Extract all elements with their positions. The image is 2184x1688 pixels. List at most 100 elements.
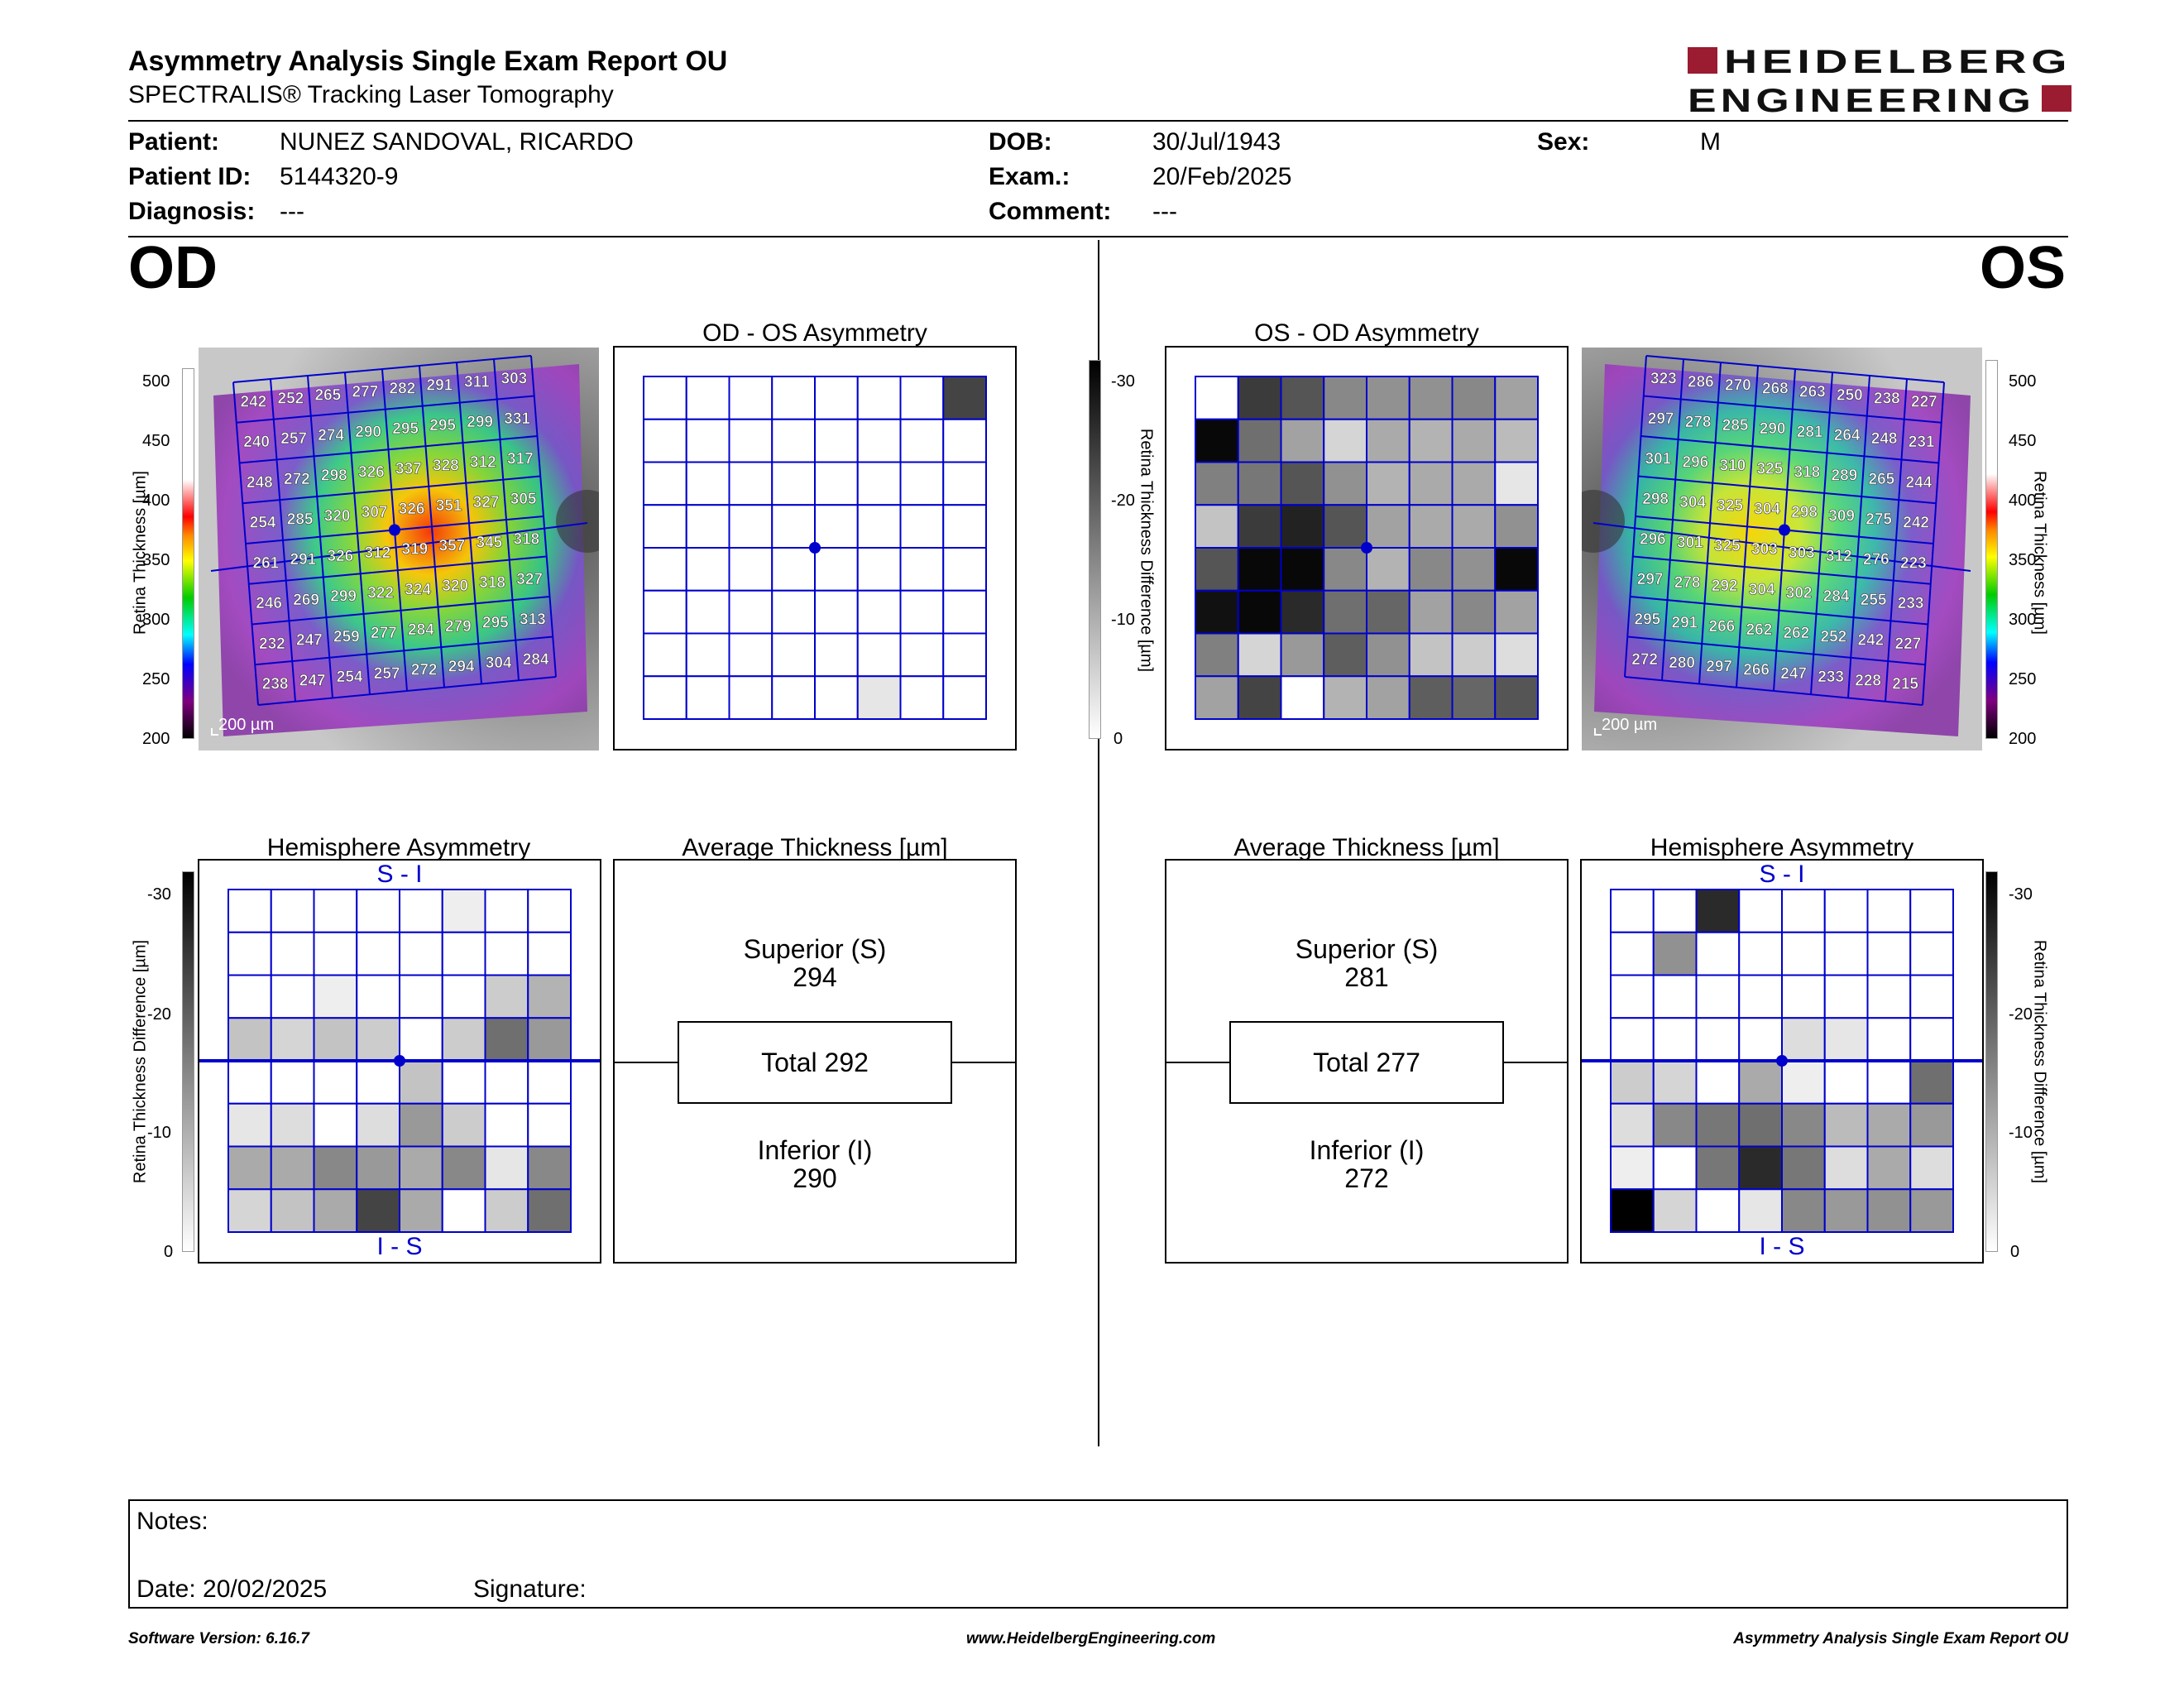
os-map-value: 278 <box>1674 574 1701 592</box>
od-hemi-cell <box>228 1017 272 1062</box>
os-hemi-tick-20: -20 <box>2009 1005 2033 1024</box>
od-map-value: 331 <box>504 410 530 428</box>
os-map-value: 248 <box>1871 430 1898 448</box>
os-map-value: 268 <box>1762 380 1789 397</box>
os-hemi-tick-10: -10 <box>2009 1124 2033 1142</box>
os-map-value: 266 <box>1709 618 1736 635</box>
os-asym-cell <box>1280 589 1325 635</box>
od-asym-cell <box>643 418 687 463</box>
od-asym-cell <box>643 632 687 678</box>
os-map-value: 262 <box>1784 625 1810 642</box>
os-map-value: 266 <box>1743 662 1770 679</box>
od-label: OD <box>128 235 218 301</box>
os-hemi-cell <box>1695 974 1741 1019</box>
os-tick-450: 450 <box>2009 432 2037 450</box>
os-hemi-cell <box>1823 931 1869 976</box>
od-map-value: 326 <box>399 501 425 518</box>
od-hemi-cell <box>441 931 486 976</box>
os-asym-cell <box>1323 589 1367 635</box>
os-map-value: 310 <box>1720 457 1746 474</box>
od-asym-cell <box>685 547 730 592</box>
os-hemi-cell <box>1909 1102 1954 1148</box>
od-hemi-cell <box>270 974 315 1019</box>
od-tick-250: 250 <box>142 670 170 688</box>
os-hemi-cell <box>1781 931 1826 976</box>
footer-report: Asymmetry Analysis Single Exam Report OU <box>1733 1630 2068 1647</box>
os-map-value: 286 <box>1688 373 1714 391</box>
od-map-value: 242 <box>241 393 267 410</box>
od-map-value: 284 <box>408 621 434 639</box>
od-map-value: 312 <box>365 544 391 562</box>
os-asym-cell <box>1195 418 1239 463</box>
os-asym-cell <box>1494 461 1539 506</box>
od-asym-fovea-dot <box>809 542 821 554</box>
od-asym-cell <box>942 504 987 549</box>
notes-box[interactable]: Notes: Date: 20/02/2025 Signature: <box>128 1499 2068 1609</box>
od-hemi-cell <box>527 1145 572 1191</box>
os-thickness-axis-label: Retina Thickness [µm] <box>2030 471 2049 635</box>
od-map-value: 269 <box>293 592 319 609</box>
os-hemi-cell <box>1610 889 1655 933</box>
od-hemi-cell <box>313 1060 358 1105</box>
os-map-value: 227 <box>1911 393 1937 410</box>
od-hemi-cell <box>441 889 486 933</box>
od-hemi-cell <box>527 1060 572 1105</box>
os-asym-cell <box>1195 632 1239 678</box>
od-asym-cell <box>685 418 730 463</box>
od-asym-cell <box>685 589 730 635</box>
os-map-value: 285 <box>1722 417 1749 434</box>
od-asym-cell <box>814 418 859 463</box>
od-asym-cell <box>771 675 816 720</box>
dob-value: 30/Jul/1943 <box>1152 128 1281 156</box>
diagnosis-value: --- <box>280 198 304 225</box>
os-asym-cell <box>1280 461 1325 506</box>
od-map-value: 265 <box>315 386 342 404</box>
od-asym-cell <box>856 547 902 592</box>
os-hemi-cell <box>1781 889 1826 933</box>
os-hemi-cell <box>1652 1145 1698 1191</box>
notes-label: Notes: <box>136 1508 208 1535</box>
os-map-value: 304 <box>1749 581 1775 598</box>
od-map-value: 261 <box>253 554 280 572</box>
footer-website[interactable]: www.HeidelbergEngineering.com <box>966 1630 1216 1647</box>
od-map-value: 285 <box>287 511 314 528</box>
os-hemi-cell <box>1695 1102 1741 1148</box>
os-map-value: 302 <box>1786 585 1813 602</box>
od-inferior-value: 290 <box>793 1163 837 1193</box>
od-asym-cell <box>728 675 774 720</box>
os-hemi-cell <box>1866 1102 1912 1148</box>
os-map-value: 291 <box>1672 615 1698 632</box>
os-hemi-cell <box>1823 1017 1869 1062</box>
sex-value: M <box>1700 128 1721 156</box>
os-hemi-top-label: S - I <box>1759 861 1805 888</box>
os-hemi-cell <box>1909 1188 1954 1233</box>
os-hemi-cell <box>1823 1188 1869 1233</box>
od-map-value: 319 <box>402 541 429 559</box>
od-hemi-panel <box>198 859 601 1264</box>
os-map-value: 242 <box>1858 632 1885 650</box>
os-map-value: 231 <box>1909 434 1935 451</box>
os-asym-cell <box>1237 376 1282 420</box>
os-asym-cell <box>1280 418 1325 463</box>
os-hemi-cell <box>1823 1145 1869 1191</box>
od-hemi-cell <box>527 931 572 976</box>
od-map-value: 320 <box>324 507 351 525</box>
od-hemi-cell <box>228 1102 272 1148</box>
os-asym-cell <box>1451 376 1497 420</box>
os-hemi-cell <box>1652 1102 1698 1148</box>
os-asym-cell <box>1195 675 1239 720</box>
os-asym-cell <box>1366 418 1410 463</box>
os-map-value: 255 <box>1861 592 1887 609</box>
od-asym-cell <box>685 675 730 720</box>
od-hemi-cell <box>441 1060 486 1105</box>
os-hemi-cell <box>1823 1102 1869 1148</box>
os-hemi-cell <box>1781 1102 1826 1148</box>
od-hemi-cell <box>484 1060 529 1105</box>
os-map-value: 242 <box>1903 515 1929 532</box>
os-tick-300: 300 <box>2009 611 2037 629</box>
os-asym-cell <box>1323 547 1367 592</box>
report-title: Asymmetry Analysis Single Exam Report OU <box>128 46 728 77</box>
od-map-value: 294 <box>448 658 475 675</box>
os-asym-cell <box>1323 376 1367 420</box>
od-scale-label: 200 µm <box>218 716 274 734</box>
